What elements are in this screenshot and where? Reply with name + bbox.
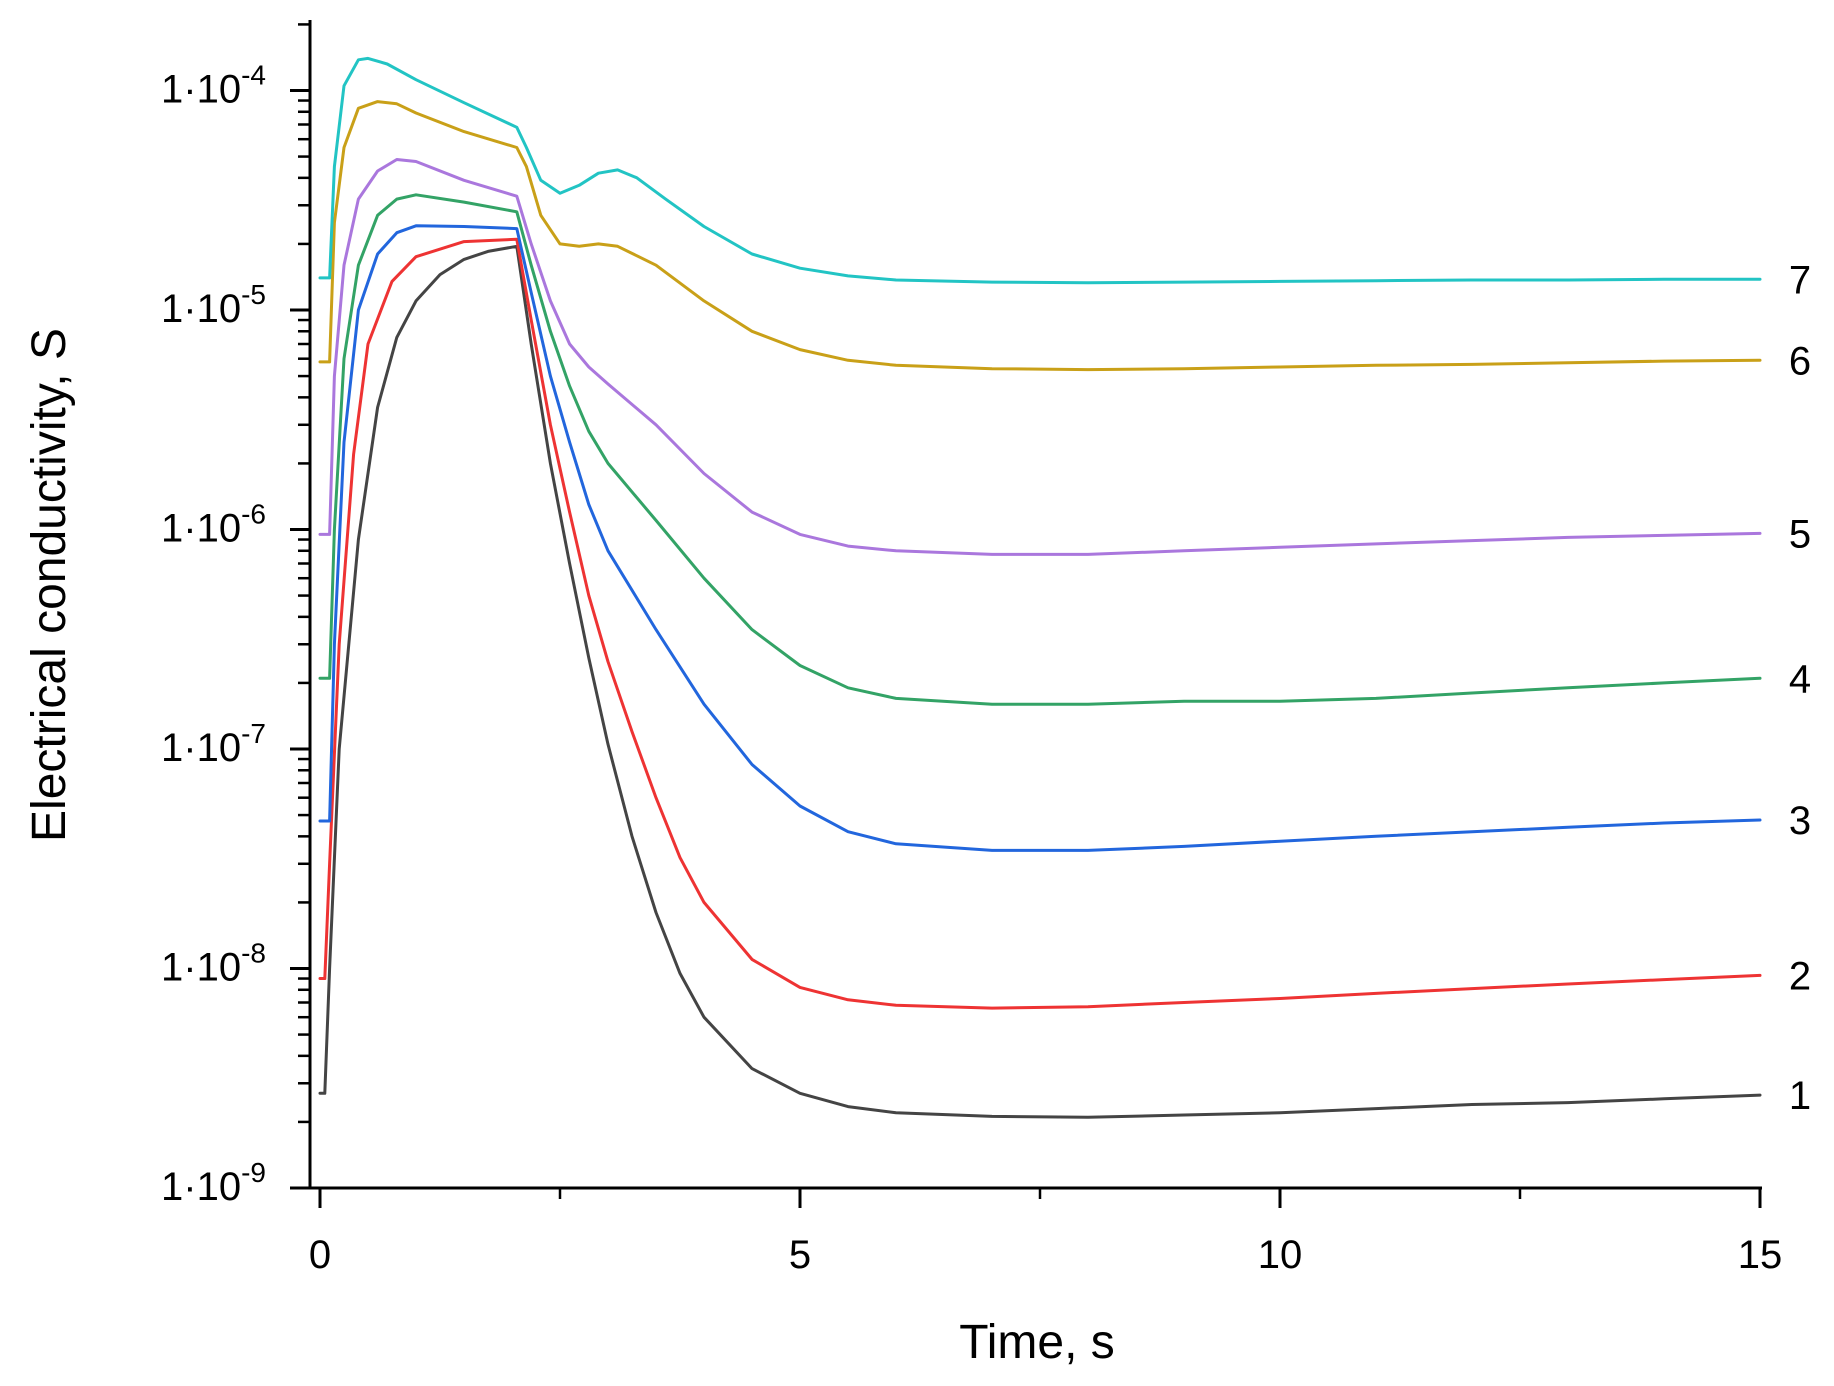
y-axis-title: Electrical conductivity, S (23, 328, 76, 842)
y-tick-exponent: -8 (241, 938, 266, 969)
series-6-label: 6 (1789, 339, 1811, 383)
series-5-label: 5 (1789, 512, 1811, 556)
series-labels-group: 1 2 3 4 5 6 7 (1789, 258, 1811, 1118)
y-tick-mantissa: 1·10 (161, 726, 241, 770)
y-tick-exponent: -4 (241, 60, 266, 91)
x-tick-label: 0 (309, 1233, 331, 1277)
y-tick-mantissa: 1·10 (161, 1165, 241, 1209)
y-tick-mantissa: 1·10 (161, 946, 241, 990)
axes-group (308, 20, 1762, 1190)
x-tick-label: 5 (789, 1233, 811, 1277)
series-1-line (318, 244, 1762, 1119)
series-7-line (318, 56, 1762, 285)
x-tick-label: 10 (1258, 1233, 1303, 1277)
series-3-label: 3 (1789, 799, 1811, 843)
y-tick-exponent: -9 (241, 1157, 266, 1188)
series-5-line (318, 158, 1762, 556)
series-7-label: 7 (1789, 258, 1811, 302)
ticks-group: 0 5 10 151·10-91·10-81·10-71·10-61·10-51·10… (161, 23, 1783, 1277)
y-tick-exponent: -6 (241, 499, 266, 530)
x-tick-label: 15 (1738, 1233, 1783, 1277)
series-3-line (318, 224, 1762, 852)
y-tick-label: 1·10-5 (161, 279, 266, 331)
series-4-label: 4 (1789, 657, 1811, 701)
y-tick-exponent: -7 (241, 718, 266, 749)
series-2-line (318, 237, 1762, 1010)
y-tick-exponent: -5 (241, 279, 266, 310)
series-1-label: 1 (1789, 1074, 1811, 1118)
series-2-label: 2 (1789, 954, 1811, 998)
series-4-line (318, 193, 1762, 706)
y-tick-mantissa: 1·10 (161, 68, 241, 112)
y-tick-label: 1·10-9 (161, 1157, 266, 1209)
y-tick-mantissa: 1·10 (161, 507, 241, 551)
y-tick-label: 1·10-8 (161, 938, 266, 990)
plot-series-group (318, 56, 1762, 1119)
x-axis-title: Time, s (959, 1316, 1115, 1369)
y-tick-label: 1·10-7 (161, 718, 266, 770)
y-tick-label: 1·10-6 (161, 499, 266, 551)
y-tick-label: 1·10-4 (161, 60, 266, 112)
series-6-line (318, 100, 1762, 372)
y-tick-mantissa: 1·10 (161, 287, 241, 331)
